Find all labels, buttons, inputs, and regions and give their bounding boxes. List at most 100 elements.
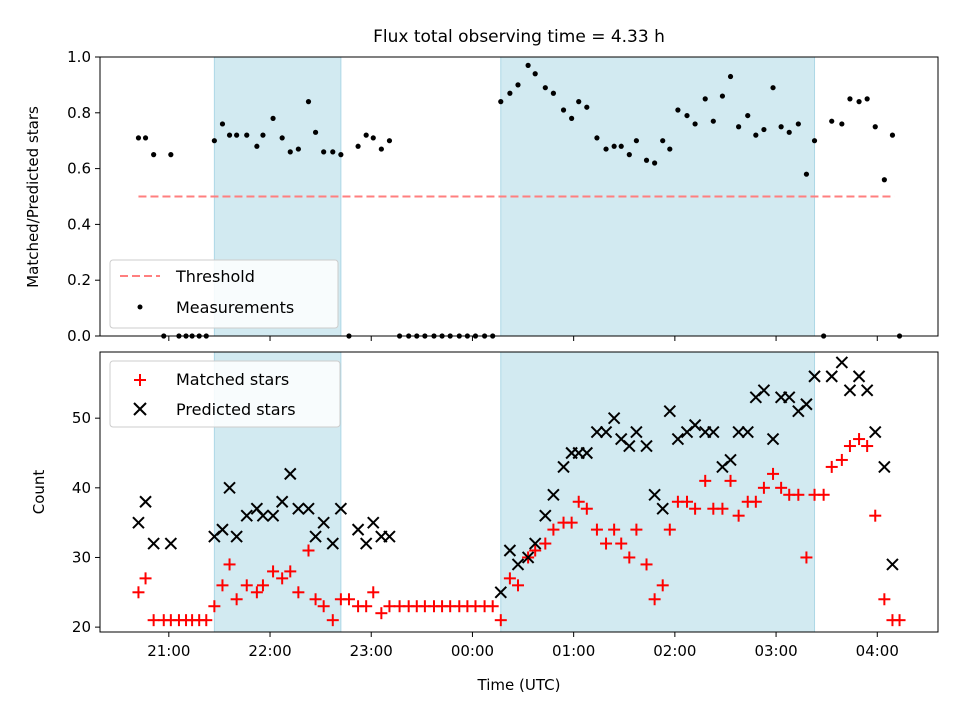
- measurement-point: [633, 138, 640, 144]
- measurement-point: [142, 135, 149, 141]
- matched-star-point: [724, 474, 737, 487]
- matched-star-point: [817, 488, 830, 501]
- top-y-tick-label: 1.0: [67, 48, 91, 66]
- predicted-star-point: [302, 502, 315, 515]
- measurement-point: [660, 138, 666, 144]
- measurement-point: [839, 121, 845, 127]
- predicted-star-point: [580, 446, 594, 460]
- matched-star-point: [267, 565, 280, 578]
- matched-stars-series: [132, 433, 906, 627]
- bottom-panel: 20 30 40 50 21:00 22:00 23:00 00:00 01:00 02:00 0…: [30, 351, 939, 694]
- matched-star-point: [367, 586, 380, 599]
- measurement-point: [770, 85, 776, 91]
- top-y-tick-label: 0.6: [67, 160, 91, 178]
- measurement-point: [727, 73, 734, 80]
- x-tick-label: 21:00: [147, 642, 190, 660]
- measurement-point: [386, 138, 393, 144]
- x-tick-label: 22:00: [248, 642, 291, 660]
- predicted-star-point: [607, 411, 621, 425]
- predicted-star-point: [766, 432, 780, 446]
- matched-legend-label: Matched stars: [176, 370, 289, 389]
- measurements-legend-swatch: [137, 304, 143, 310]
- predicted-star-point: [878, 460, 891, 474]
- matched-star-point: [375, 607, 388, 620]
- measurement-point: [370, 135, 376, 141]
- top-y-axis-label: Matched/Predicted stars: [24, 106, 42, 288]
- predicted-star-point: [359, 537, 373, 550]
- matched-star-point: [716, 502, 729, 515]
- predicted-star-point: [284, 467, 297, 481]
- matched-star-point: [292, 586, 305, 599]
- measurement-point: [569, 115, 575, 121]
- measurement-point: [847, 96, 853, 102]
- matched-star-point: [689, 502, 702, 515]
- predicted-star-point: [309, 530, 322, 543]
- measurement-point: [736, 124, 742, 130]
- matched-star-point: [139, 572, 152, 585]
- predicted-star-point: [724, 453, 737, 467]
- matched-star-point: [539, 537, 552, 550]
- top-x-axis-ticks: [168, 336, 878, 341]
- x-tick-label: 03:00: [754, 642, 797, 660]
- matched-star-point: [590, 523, 603, 536]
- measurements-series: [135, 62, 903, 339]
- predicted-star-point: [240, 509, 253, 522]
- predicted-star-point: [860, 384, 874, 397]
- measurement-point: [254, 143, 260, 149]
- matched-star-point: [383, 600, 396, 613]
- measurement-point: [864, 96, 870, 102]
- measurement-point: [675, 107, 681, 113]
- matched-star-point: [580, 502, 593, 515]
- predicted-star-point: [825, 370, 838, 383]
- measurement-point: [692, 121, 698, 127]
- measurement-point: [803, 171, 810, 177]
- predicted-star-point: [139, 495, 152, 508]
- measurement-point: [363, 132, 369, 138]
- measurement-point: [626, 152, 632, 158]
- predicted-legend-swatch: [133, 402, 147, 416]
- measurement-point: [525, 62, 531, 68]
- predicted-star-point: [351, 523, 365, 536]
- measurement-point: [702, 96, 708, 102]
- matched-star-point: [342, 593, 355, 606]
- matched-star-point: [230, 593, 243, 606]
- matched-star-point: [511, 579, 524, 592]
- matched-star-point: [132, 586, 145, 599]
- measurement-point: [719, 93, 726, 99]
- predicted-star-point: [557, 460, 570, 474]
- matched-star-point: [547, 523, 560, 536]
- measurement-point: [745, 112, 751, 119]
- predicted-star-point: [216, 523, 229, 536]
- x-tick-label: 02:00: [653, 642, 696, 660]
- matched-star-point: [775, 481, 788, 494]
- matched-star-point: [800, 551, 813, 564]
- matched-legend-swatch: [134, 374, 146, 386]
- matched-star-point: [767, 467, 780, 480]
- measurement-point: [168, 152, 174, 158]
- matched-star-point: [486, 600, 499, 613]
- measurement-point: [881, 177, 887, 183]
- measurement-point: [618, 143, 624, 149]
- predicted-star-point: [275, 495, 289, 508]
- predicted-star-point: [599, 425, 613, 439]
- measurement-point: [338, 152, 344, 158]
- predicted-star-point: [640, 439, 653, 453]
- measurement-point: [378, 146, 384, 152]
- matched-star-point: [309, 593, 322, 606]
- measurement-point: [829, 118, 835, 124]
- predicted-star-point: [783, 391, 796, 404]
- measurement-point: [786, 129, 792, 135]
- measurement-point: [305, 99, 312, 105]
- bottom-y-axis-ticks: 20 30 40 50: [72, 409, 100, 636]
- measurement-point: [872, 124, 878, 130]
- predicted-star-point: [539, 509, 552, 522]
- matched-star-point: [600, 537, 613, 550]
- measurement-point: [287, 149, 293, 155]
- predicted-star-point: [164, 537, 178, 550]
- matched-star-point: [147, 614, 160, 627]
- measurement-point: [211, 138, 217, 144]
- predicted-star-point: [547, 488, 560, 501]
- matched-star-point: [529, 544, 542, 557]
- top-panel: 0.0 0.2 0.4 0.6 0.8 1.0 Matched/Predicted sta…: [24, 48, 939, 345]
